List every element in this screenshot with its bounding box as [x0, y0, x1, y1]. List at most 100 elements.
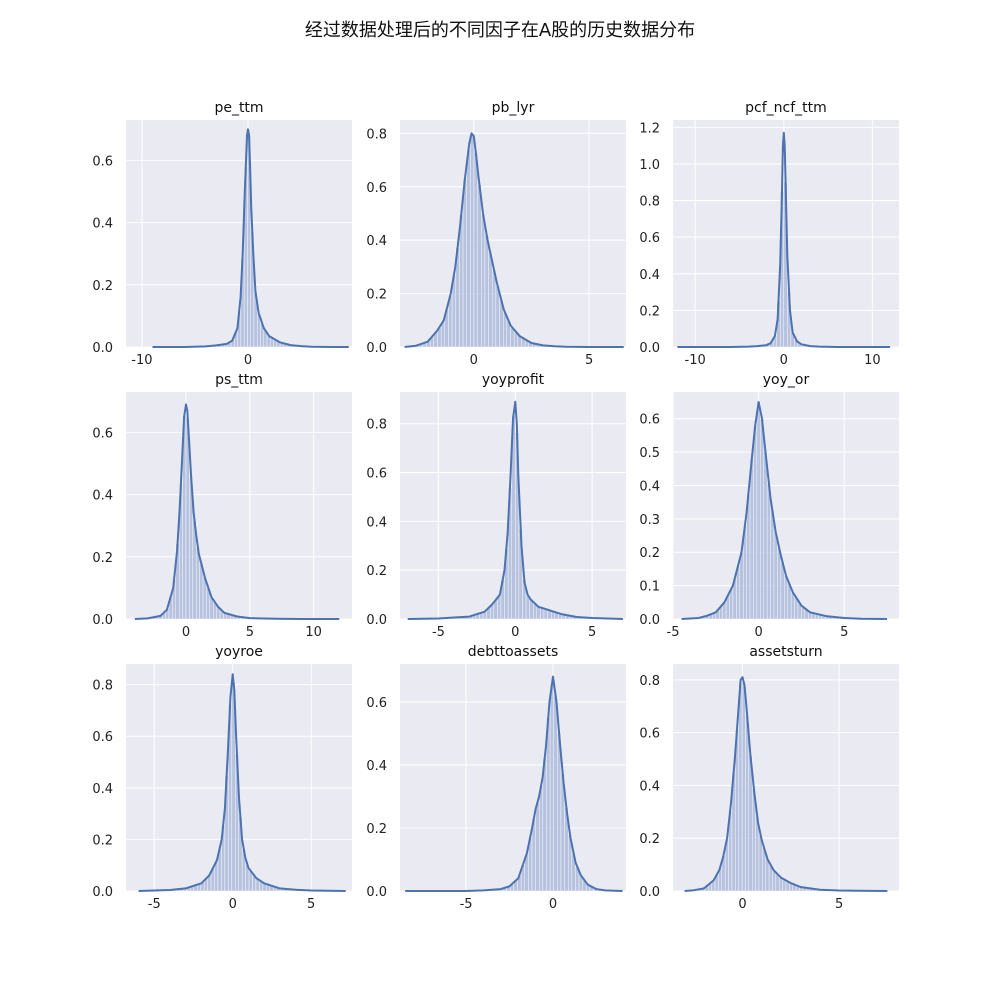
y-tick-label: 0.8	[639, 195, 660, 210]
subplot-title: debttoassets	[468, 644, 559, 660]
histogram-bar	[540, 607, 545, 620]
histogram-bar	[766, 483, 771, 620]
histogram-bar	[779, 877, 783, 892]
histogram-bar	[790, 592, 795, 620]
x-tick-label: 0	[780, 353, 788, 368]
y-tick-label: 0.4	[639, 268, 660, 283]
histogram-bar	[749, 458, 754, 620]
y-tick-label: 0.3	[639, 513, 660, 528]
histogram-bar	[784, 575, 788, 620]
histogram-bar	[738, 682, 743, 892]
subplot-pcf_ncf_ttm: -10 0 10 0.0 0.2 0.4 0.6 0.8 1.0 1.2 pcf_ncf_ttm	[639, 100, 899, 368]
subplot-title: pcf_ncf_ttm	[745, 100, 827, 116]
x-tick-label: 0	[549, 897, 557, 912]
density-line	[681, 401, 888, 620]
x-tick-label: 5	[585, 353, 593, 368]
y-tick-label: 0.6	[92, 426, 113, 441]
y-tick-label: 0.4	[92, 217, 113, 232]
y-tick-label: 0.8	[92, 679, 113, 694]
x-tick-label: -5	[460, 897, 473, 912]
subplot-yoy_or: -5 0 5 0.0 0.1 0.2 0.3 0.4 0.5 0.6 yoy_or	[639, 372, 899, 640]
histogram-bar	[473, 152, 478, 348]
histogram-bar	[535, 802, 540, 892]
x-tick-label: -10	[685, 353, 706, 368]
histogram-bar	[462, 178, 467, 348]
y-tick-label: 0.8	[639, 674, 660, 689]
histogram-bar	[481, 213, 486, 348]
y-tick-label: 0.0	[366, 613, 387, 628]
y-tick-label: 0.6	[366, 467, 387, 482]
histogram-bar	[777, 547, 782, 620]
x-tick-label: 5	[246, 625, 254, 640]
histogram-bar	[495, 286, 500, 348]
x-tick-label: 0	[738, 897, 746, 912]
subplot-yoyroe: -5 0 5 0.0 0.2 0.4 0.6 0.8 yoyroe	[92, 644, 352, 912]
x-tick-label: 0	[511, 625, 519, 640]
y-tick-label: 0.6	[639, 413, 660, 428]
subplot-debttoassets: -5 0 0.0 0.2 0.4 0.6 debttoassets	[366, 644, 626, 912]
plot-background	[400, 664, 626, 891]
x-tick-label: 10	[305, 625, 322, 640]
y-tick-label: 0.2	[366, 822, 387, 837]
subplot-yoyprofit: -5 0 5 0.0 0.2 0.4 0.6 0.8 yoyprofit	[366, 372, 626, 640]
histogram-bar	[539, 785, 544, 892]
y-tick-label: 0.0	[92, 885, 113, 900]
y-tick-label: 0.6	[92, 730, 113, 745]
histogram-bar	[484, 234, 489, 348]
y-tick-label: 0.0	[366, 885, 387, 900]
y-tick-label: 0.4	[366, 234, 387, 249]
density-line	[684, 676, 888, 892]
histogram-bar	[773, 532, 778, 620]
subplot-ps_ttm: 0 5 10 0.0 0.2 0.4 0.6 ps_ttm	[92, 372, 352, 640]
y-tick-label: 0.6	[92, 154, 113, 169]
histogram-bar	[756, 401, 761, 620]
histogram-bar	[770, 509, 775, 620]
y-tick-label: 0.6	[639, 727, 660, 742]
x-tick-label: 5	[840, 625, 848, 640]
x-tick-label: 5	[835, 897, 843, 912]
y-tick-label: 0.4	[639, 779, 660, 794]
density-line	[405, 675, 623, 892]
subplot-title: assetsturn	[749, 644, 822, 660]
histogram-bar	[470, 133, 475, 348]
histogram-bar	[543, 608, 548, 620]
x-tick-label: -5	[432, 625, 445, 640]
y-tick-label: 0.4	[92, 489, 113, 504]
x-tick-label: -5	[148, 897, 161, 912]
histogram-bar	[536, 606, 541, 620]
y-tick-label: 0.0	[639, 885, 660, 900]
y-tick-label: 0.2	[92, 279, 113, 294]
histogram-bar	[741, 681, 746, 892]
subplot-title: pb_lyr	[492, 100, 535, 116]
histogram-bar	[477, 184, 482, 348]
density-line	[407, 400, 623, 620]
y-tick-label: 0.4	[366, 759, 387, 774]
y-tick-label: 0.2	[92, 551, 113, 566]
density-line	[404, 132, 624, 348]
x-tick-label: -5	[667, 625, 680, 640]
histogram-bar	[553, 694, 558, 892]
y-tick-label: 0.5	[639, 446, 660, 461]
plot-background	[126, 392, 352, 619]
subplot-title: yoy_or	[763, 372, 810, 388]
density-line	[152, 128, 349, 348]
y-tick-label: 0.8	[366, 127, 387, 142]
y-tick-label: 0.0	[92, 613, 113, 628]
histogram-bar	[466, 149, 471, 348]
subplot-pe_ttm: -10 0 0.0 0.2 0.4 0.6 pe_ttm	[92, 100, 352, 368]
figure-title: 经过数据处理后的不同因子在A股的历史数据分布	[304, 20, 696, 41]
y-tick-label: 1.2	[639, 121, 660, 136]
histogram-bar	[529, 600, 534, 620]
subplot-title: ps_ttm	[215, 372, 263, 388]
y-tick-label: 0.2	[639, 304, 660, 319]
y-tick-label: 0.4	[366, 515, 387, 530]
histogram-bar	[760, 418, 764, 620]
subplot-pb_lyr: 0 5 0.0 0.2 0.4 0.6 0.8 pb_lyr	[366, 100, 626, 368]
y-tick-label: 1.0	[639, 158, 660, 173]
y-tick-label: 0.4	[92, 782, 113, 797]
x-tick-label: 0	[182, 625, 190, 640]
histogram-bar	[772, 870, 777, 892]
y-tick-label: 0.2	[366, 564, 387, 579]
y-tick-label: 0.0	[639, 613, 660, 628]
